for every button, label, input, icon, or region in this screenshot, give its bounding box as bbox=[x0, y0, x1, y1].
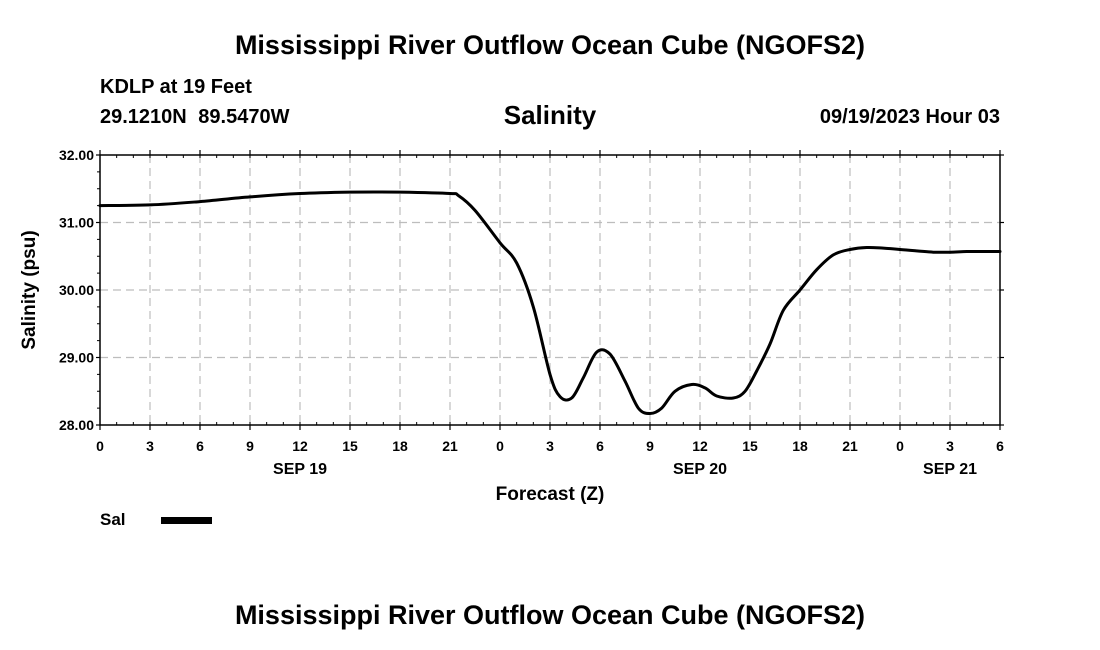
x-tick-label: 12 bbox=[692, 438, 708, 454]
y-tick-label: 31.00 bbox=[59, 215, 94, 231]
legend-label: Sal bbox=[100, 510, 126, 529]
x-tick-label: 3 bbox=[546, 438, 554, 454]
x-axis-label: Forecast (Z) bbox=[496, 484, 605, 505]
x-tick-label: 18 bbox=[792, 438, 808, 454]
y-tick-labels: 32.00 31.00 30.00 29.00 28.00 bbox=[59, 147, 94, 433]
date-label: SEP 20 bbox=[673, 461, 727, 478]
x-tick-label: 15 bbox=[342, 438, 358, 454]
x-tick-label: 12 bbox=[292, 438, 308, 454]
x-tick-label: 6 bbox=[596, 438, 604, 454]
page-title: Mississippi River Outflow Ocean Cube (NG… bbox=[234, 30, 866, 60]
x-tick-label: 3 bbox=[146, 438, 154, 454]
salinity-series-line bbox=[98, 190, 1002, 415]
chart-title: Salinity bbox=[503, 100, 597, 130]
x-tick-label: 0 bbox=[896, 438, 904, 454]
x-tick-labels: 0 3 6 9 12 15 18 21 0 3 6 9 12 15 18 21 0 3 6 bbox=[96, 438, 1004, 454]
y-tick-label: 32.00 bbox=[59, 147, 94, 163]
date-label: SEP 21 bbox=[923, 461, 977, 478]
date-labels: SEP 19 SEP 20 SEP 21 bbox=[273, 461, 977, 478]
x-tick-label: 6 bbox=[996, 438, 1004, 454]
x-tick-label: 3 bbox=[946, 438, 954, 454]
y-tick-label: 29.00 bbox=[59, 350, 94, 366]
x-tick-label: 9 bbox=[246, 438, 254, 454]
x-tick-label: 0 bbox=[96, 438, 104, 454]
x-tick-label: 15 bbox=[742, 438, 758, 454]
x-tick-label: 9 bbox=[646, 438, 654, 454]
x-tick-label: 21 bbox=[842, 438, 858, 454]
x-tick-label: 21 bbox=[442, 438, 458, 454]
grid-lines bbox=[100, 155, 1000, 425]
legend-swatch bbox=[161, 517, 212, 524]
x-tick-label: 18 bbox=[392, 438, 408, 454]
station-coordinates: 29.1210N 89.5470W bbox=[100, 106, 290, 128]
date-label: SEP 19 bbox=[273, 461, 327, 478]
plot-area-frame bbox=[99, 154, 1001, 426]
x-tick-label: 6 bbox=[196, 438, 204, 454]
footer-title: Mississippi River Outflow Ocean Cube (NG… bbox=[234, 600, 866, 630]
y-tick-label: 30.00 bbox=[59, 282, 94, 298]
forecast-datetime: 09/19/2023 Hour 03 bbox=[819, 106, 1000, 128]
x-tick-label: 0 bbox=[496, 438, 504, 454]
y-tick-label: 28.00 bbox=[59, 417, 94, 433]
station-label: KDLP at 19 Feet bbox=[100, 76, 252, 98]
y-axis-label: Salinity (psu) bbox=[19, 230, 40, 349]
